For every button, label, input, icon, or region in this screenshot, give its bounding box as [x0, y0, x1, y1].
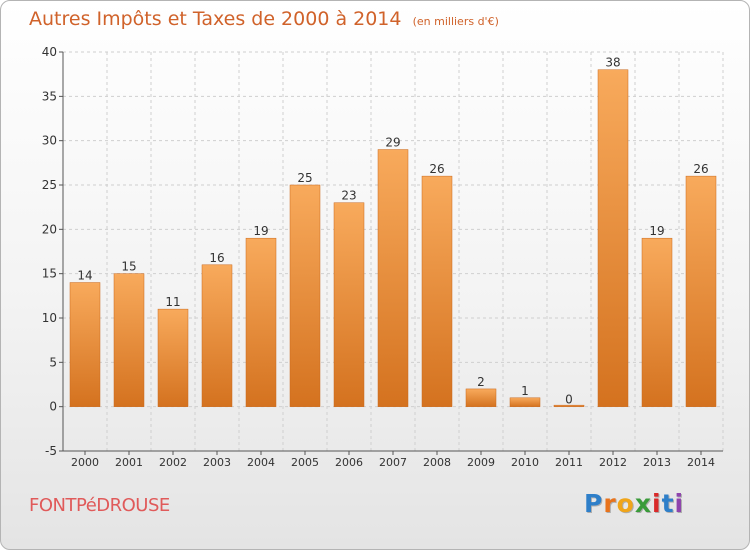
- y-tick-label: 5: [49, 355, 57, 369]
- bar: [685, 175, 717, 407]
- x-tick-label: 2007: [379, 456, 407, 469]
- y-tick-label: 10: [42, 311, 57, 325]
- bar: [465, 388, 497, 407]
- data-label: 25: [297, 171, 312, 185]
- title-row: Autres Impôts et Taxes de 2000 à 2014 (e…: [29, 8, 499, 30]
- bar: [113, 273, 145, 407]
- logo-letter: r: [603, 489, 617, 518]
- data-label: 19: [253, 224, 268, 238]
- logo-letter: i: [652, 489, 662, 518]
- y-tick-label: 40: [42, 45, 57, 59]
- x-tick-label: 2003: [203, 456, 231, 469]
- x-tick-label: 2014: [687, 456, 715, 469]
- data-labels: 14 15 11 16 19 25 23 29 26 2 1 0 38 19 26: [77, 56, 708, 407]
- x-tick-label: 2005: [291, 456, 319, 469]
- bar: [201, 264, 233, 407]
- proxiti-logo[interactable]: Proxiti: [584, 489, 684, 518]
- data-label: 14: [77, 269, 92, 283]
- bar: [289, 184, 321, 407]
- bar: [333, 202, 365, 407]
- data-label: 29: [385, 136, 400, 150]
- bar: [641, 237, 673, 407]
- y-tick-label: 35: [42, 89, 57, 103]
- y-tick-label: 0: [49, 400, 57, 414]
- x-tick-label: 2001: [115, 456, 143, 469]
- data-label: 26: [429, 162, 444, 176]
- x-tick-label: 2011: [555, 456, 583, 469]
- data-label: 2: [477, 375, 485, 389]
- bar: [597, 69, 629, 407]
- logo-letter: P: [584, 489, 604, 518]
- y-tick-label: -5: [45, 444, 57, 458]
- x-tick-label: 2013: [643, 456, 671, 469]
- x-tick-label: 2000: [71, 456, 99, 469]
- bar: [421, 175, 453, 407]
- y-tick-label: 25: [42, 178, 57, 192]
- chart-title: Autres Impôts et Taxes de 2000 à 2014: [29, 8, 402, 30]
- x-tick-label: 2002: [159, 456, 187, 469]
- y-tick-label: 15: [42, 267, 57, 281]
- bar: [245, 237, 277, 407]
- bar: [69, 282, 101, 407]
- data-label: 19: [649, 224, 664, 238]
- logo-letter: o: [616, 489, 635, 518]
- x-tick-label: 2012: [599, 456, 627, 469]
- bar: [377, 149, 409, 407]
- data-label: 26: [693, 162, 708, 176]
- data-label: 1: [521, 384, 529, 398]
- logo-letter: i: [674, 489, 685, 518]
- y-tick-label: 30: [42, 134, 57, 148]
- logo-letter: x: [634, 489, 652, 518]
- y-tick-label: 20: [42, 222, 57, 236]
- x-tick-label: 2008: [423, 456, 451, 469]
- data-label: 38: [605, 56, 620, 70]
- bar: [553, 404, 585, 407]
- x-tick-label: 2010: [511, 456, 539, 469]
- x-tick-label: 2004: [247, 456, 275, 469]
- commune-name: FONTPéDROUSE: [29, 495, 170, 516]
- x-tick-label: 2006: [335, 456, 363, 469]
- data-label: 23: [341, 189, 356, 203]
- chart-subtitle: (en milliers d'€): [412, 15, 499, 28]
- data-label: 16: [209, 251, 224, 265]
- data-label: 0: [565, 393, 573, 407]
- data-label: 15: [121, 260, 136, 274]
- bar: [157, 308, 189, 407]
- x-tick-label: 2009: [467, 456, 495, 469]
- bar: [509, 397, 541, 407]
- bars: [69, 69, 717, 407]
- logo-letter: t: [661, 489, 675, 518]
- data-label: 11: [165, 295, 180, 309]
